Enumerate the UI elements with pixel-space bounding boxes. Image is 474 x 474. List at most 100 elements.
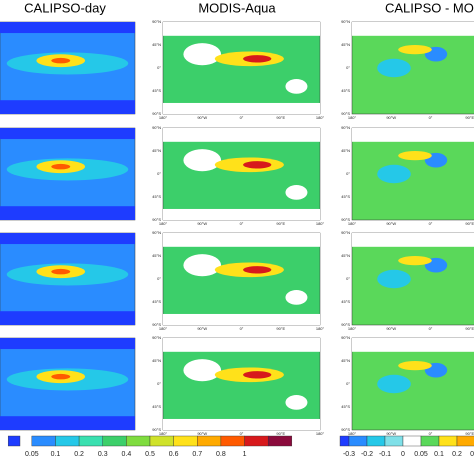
lat-label: 45°N (341, 358, 350, 363)
colorbar-box (366, 435, 386, 447)
positive-bias (398, 45, 432, 55)
polar-band (0, 128, 135, 140)
colorbar-box (102, 435, 127, 447)
negative-bias (377, 269, 411, 289)
lat-label: 90°S (152, 111, 161, 116)
colorbar-label: 0.05 (25, 451, 39, 458)
map-background (162, 232, 321, 326)
colorbar-box (149, 435, 174, 447)
colorbar-label: 0.7 (192, 451, 202, 458)
colorbar-box (220, 435, 245, 447)
land (285, 395, 308, 410)
polar-band (0, 100, 135, 114)
lon-label: 180° (159, 326, 168, 331)
lon-label: 180° (159, 431, 168, 436)
lat-label: 45°N (152, 358, 161, 363)
polar-band (0, 338, 135, 350)
colorbar-box (173, 435, 198, 447)
lon-label: 180° (348, 326, 357, 331)
lat-label: 0° (346, 171, 350, 176)
lat-label: 45°N (341, 42, 350, 47)
land (285, 79, 308, 94)
lon-label: 180° (316, 221, 325, 226)
lat-label: 45°S (341, 88, 350, 93)
colorbar-box (244, 435, 269, 447)
polar-band (0, 233, 135, 245)
column-title: CALIPSO - MOD (385, 0, 474, 15)
lat-label: 0° (157, 171, 161, 176)
colorbar-box (438, 435, 458, 447)
lat-label: 90°N (341, 230, 350, 235)
positive-bias (398, 361, 432, 371)
lat-label: 90°S (152, 217, 161, 222)
lat-label: 45°N (341, 253, 350, 258)
polar-land (163, 233, 320, 247)
lon-label: 0° (429, 326, 433, 331)
aerosol-core (243, 266, 272, 274)
colorbar-label: 0.8 (216, 451, 226, 458)
lon-label: 90°E (465, 115, 474, 120)
lon-label: 90°E (465, 326, 474, 331)
map-background (351, 337, 474, 431)
colorbar-label: 0.1 (51, 451, 61, 458)
lat-label: 90°S (152, 427, 161, 432)
colorbar-box (197, 435, 222, 447)
lon-label: 90°W (386, 326, 396, 331)
lon-label: 180° (348, 115, 357, 120)
colorbar-box (31, 435, 56, 447)
lat-label: 0° (346, 65, 350, 70)
polar-land (163, 418, 320, 430)
map-panel (0, 21, 136, 115)
aerosol-core (243, 55, 272, 63)
colorbar-label: 0.3 (470, 451, 474, 458)
negative-bias (377, 164, 411, 184)
lon-label: 90°E (465, 431, 474, 436)
lon-label: 90°W (197, 326, 207, 331)
map-background (351, 21, 474, 115)
lon-label: 90°W (386, 431, 396, 436)
land (285, 290, 308, 305)
map-panel (0, 337, 136, 431)
map-background (162, 127, 321, 221)
lat-label: 90°N (341, 335, 350, 340)
negative-bias (377, 374, 411, 394)
land (285, 185, 308, 200)
aerosol-core (243, 371, 272, 379)
lat-label: 90°N (152, 335, 161, 340)
colorbar-label: 0.4 (121, 451, 131, 458)
lat-label: 90°N (152, 125, 161, 130)
colorbar-box (402, 435, 422, 447)
map-background (351, 127, 474, 221)
lon-label: 0° (240, 115, 244, 120)
colorbar-box (420, 435, 440, 447)
lon-label: 180° (159, 115, 168, 120)
lat-label: 90°N (341, 125, 350, 130)
lon-label: 90°E (465, 221, 474, 226)
polar-band (0, 416, 135, 430)
polar-land (163, 338, 320, 352)
colorbar-box (78, 435, 103, 447)
positive-bias (398, 256, 432, 266)
lon-label: 90°W (386, 221, 396, 226)
lat-label: 90°N (341, 19, 350, 24)
aerosol-core (51, 57, 71, 64)
colorbar-box (384, 435, 404, 447)
colorbar-box (456, 435, 474, 447)
lon-label: 90°W (197, 115, 207, 120)
negative-bias (377, 58, 411, 78)
lat-label: 90°N (152, 230, 161, 235)
colorbar-label: 0.2 (452, 451, 462, 458)
lon-label: 180° (316, 431, 325, 436)
aerosol-core (51, 268, 71, 275)
lon-label: 180° (316, 326, 325, 331)
lat-label: 45°S (152, 299, 161, 304)
colorbar-label: -0.2 (361, 451, 373, 458)
lat-label: 45°N (341, 148, 350, 153)
